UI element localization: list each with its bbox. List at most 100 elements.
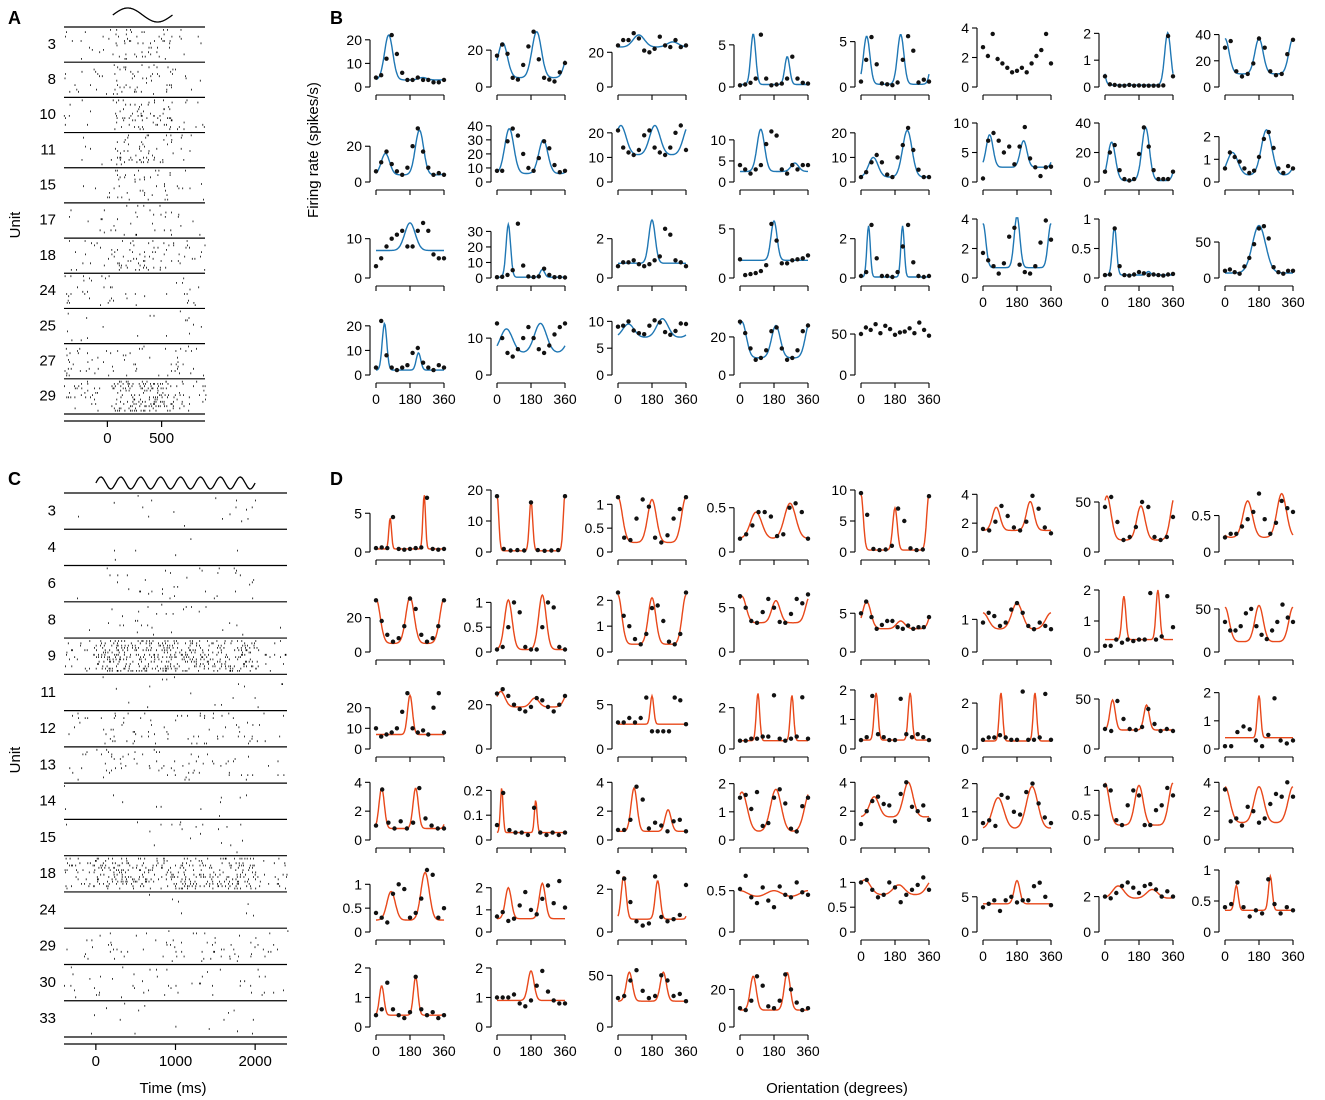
data-point <box>536 347 541 352</box>
data-point <box>615 869 621 875</box>
data-point <box>1027 156 1033 161</box>
data-point <box>415 345 420 351</box>
data-point <box>405 363 410 368</box>
data-point <box>420 220 426 226</box>
data-point <box>389 236 394 241</box>
data-point <box>441 365 447 370</box>
data-point <box>552 275 557 280</box>
unit-label: 8 <box>48 71 56 88</box>
x-tick-label: 0 <box>372 1043 380 1059</box>
data-point <box>1165 889 1170 894</box>
data-point <box>1114 818 1119 823</box>
data-point <box>779 167 784 172</box>
data-point <box>993 519 998 524</box>
y-tick-label: 2 <box>961 241 969 257</box>
data-point <box>1228 628 1233 633</box>
y-tick-label: 0.5 <box>828 899 848 915</box>
data-point <box>774 533 780 539</box>
panel-c-xlabel: Time (ms) <box>140 1080 207 1097</box>
data-point <box>870 887 875 892</box>
data-point <box>666 729 672 734</box>
data-point <box>858 611 864 616</box>
data-point <box>526 274 531 279</box>
data-point <box>534 983 539 988</box>
y-tick-label: 0 <box>718 79 726 95</box>
data-point <box>621 145 626 150</box>
data-point <box>646 921 652 926</box>
data-point <box>766 820 771 826</box>
data-point <box>636 331 642 336</box>
spike-train <box>78 495 256 527</box>
data-point <box>400 70 405 76</box>
tuning-subplot: 00.5 <box>707 873 811 945</box>
data-point <box>1133 727 1139 733</box>
y-tick-label: 0.5 <box>1072 807 1092 823</box>
x-tick-label: 0 <box>372 391 380 407</box>
y-tick-label: 0 <box>475 832 483 848</box>
data-point <box>1131 788 1136 793</box>
data-point <box>748 271 753 277</box>
x-tick-label: 0 <box>1221 948 1229 964</box>
data-point <box>417 785 422 791</box>
data-point <box>1030 781 1035 786</box>
y-tick-label: 0 <box>1203 741 1211 757</box>
data-point <box>1279 71 1284 77</box>
data-point <box>622 535 627 540</box>
data-point <box>1156 272 1161 278</box>
data-point <box>373 910 379 916</box>
y-tick-label: 0 <box>839 367 847 383</box>
data-point <box>1222 535 1228 540</box>
data-point <box>743 272 748 278</box>
y-tick-label: 5 <box>718 600 726 616</box>
y-tick-label: 50 <box>1195 601 1211 617</box>
data-point <box>1261 136 1267 142</box>
data-point <box>384 56 389 61</box>
data-point <box>541 139 547 144</box>
y-tick-label: 0 <box>475 270 483 286</box>
data-point <box>424 495 430 500</box>
data-point <box>999 503 1004 509</box>
data-point <box>1281 170 1286 176</box>
data-point <box>659 914 664 920</box>
data-point <box>1237 271 1242 276</box>
data-point <box>419 1007 424 1012</box>
fit-curve <box>496 322 566 353</box>
data-point <box>805 323 811 328</box>
data-point <box>1256 154 1262 160</box>
data-point <box>1148 822 1153 828</box>
y-tick-label: 2 <box>1203 129 1211 145</box>
data-point <box>673 328 678 334</box>
data-point <box>400 365 405 370</box>
y-tick-label: 0 <box>596 174 604 190</box>
data-point <box>389 730 394 735</box>
data-point <box>1276 270 1281 275</box>
data-point <box>528 907 534 913</box>
data-point <box>749 895 754 900</box>
y-tick-label: 0 <box>718 270 726 286</box>
data-point <box>800 601 805 606</box>
data-point <box>766 596 771 602</box>
data-point <box>515 547 520 553</box>
fit-curve <box>617 876 687 920</box>
data-point <box>621 37 626 43</box>
data-point <box>1159 894 1164 899</box>
data-point <box>494 914 500 919</box>
fit-curve <box>496 31 566 79</box>
data-point <box>536 57 541 62</box>
panel-c-ylabel: Unit <box>7 746 24 774</box>
data-point <box>743 82 748 87</box>
data-point <box>632 720 638 725</box>
spike-train <box>149 893 254 917</box>
data-point <box>380 787 385 792</box>
data-point <box>1037 880 1042 885</box>
y-tick-label: 20 <box>831 125 847 141</box>
data-point <box>754 900 760 906</box>
data-point <box>1170 514 1176 520</box>
data-point <box>794 880 799 885</box>
data-point <box>1251 809 1256 814</box>
data-point <box>400 172 405 177</box>
data-point <box>1102 504 1108 510</box>
y-tick-label: 20 <box>588 125 604 141</box>
data-point <box>424 867 430 873</box>
fit-curve <box>861 225 929 278</box>
